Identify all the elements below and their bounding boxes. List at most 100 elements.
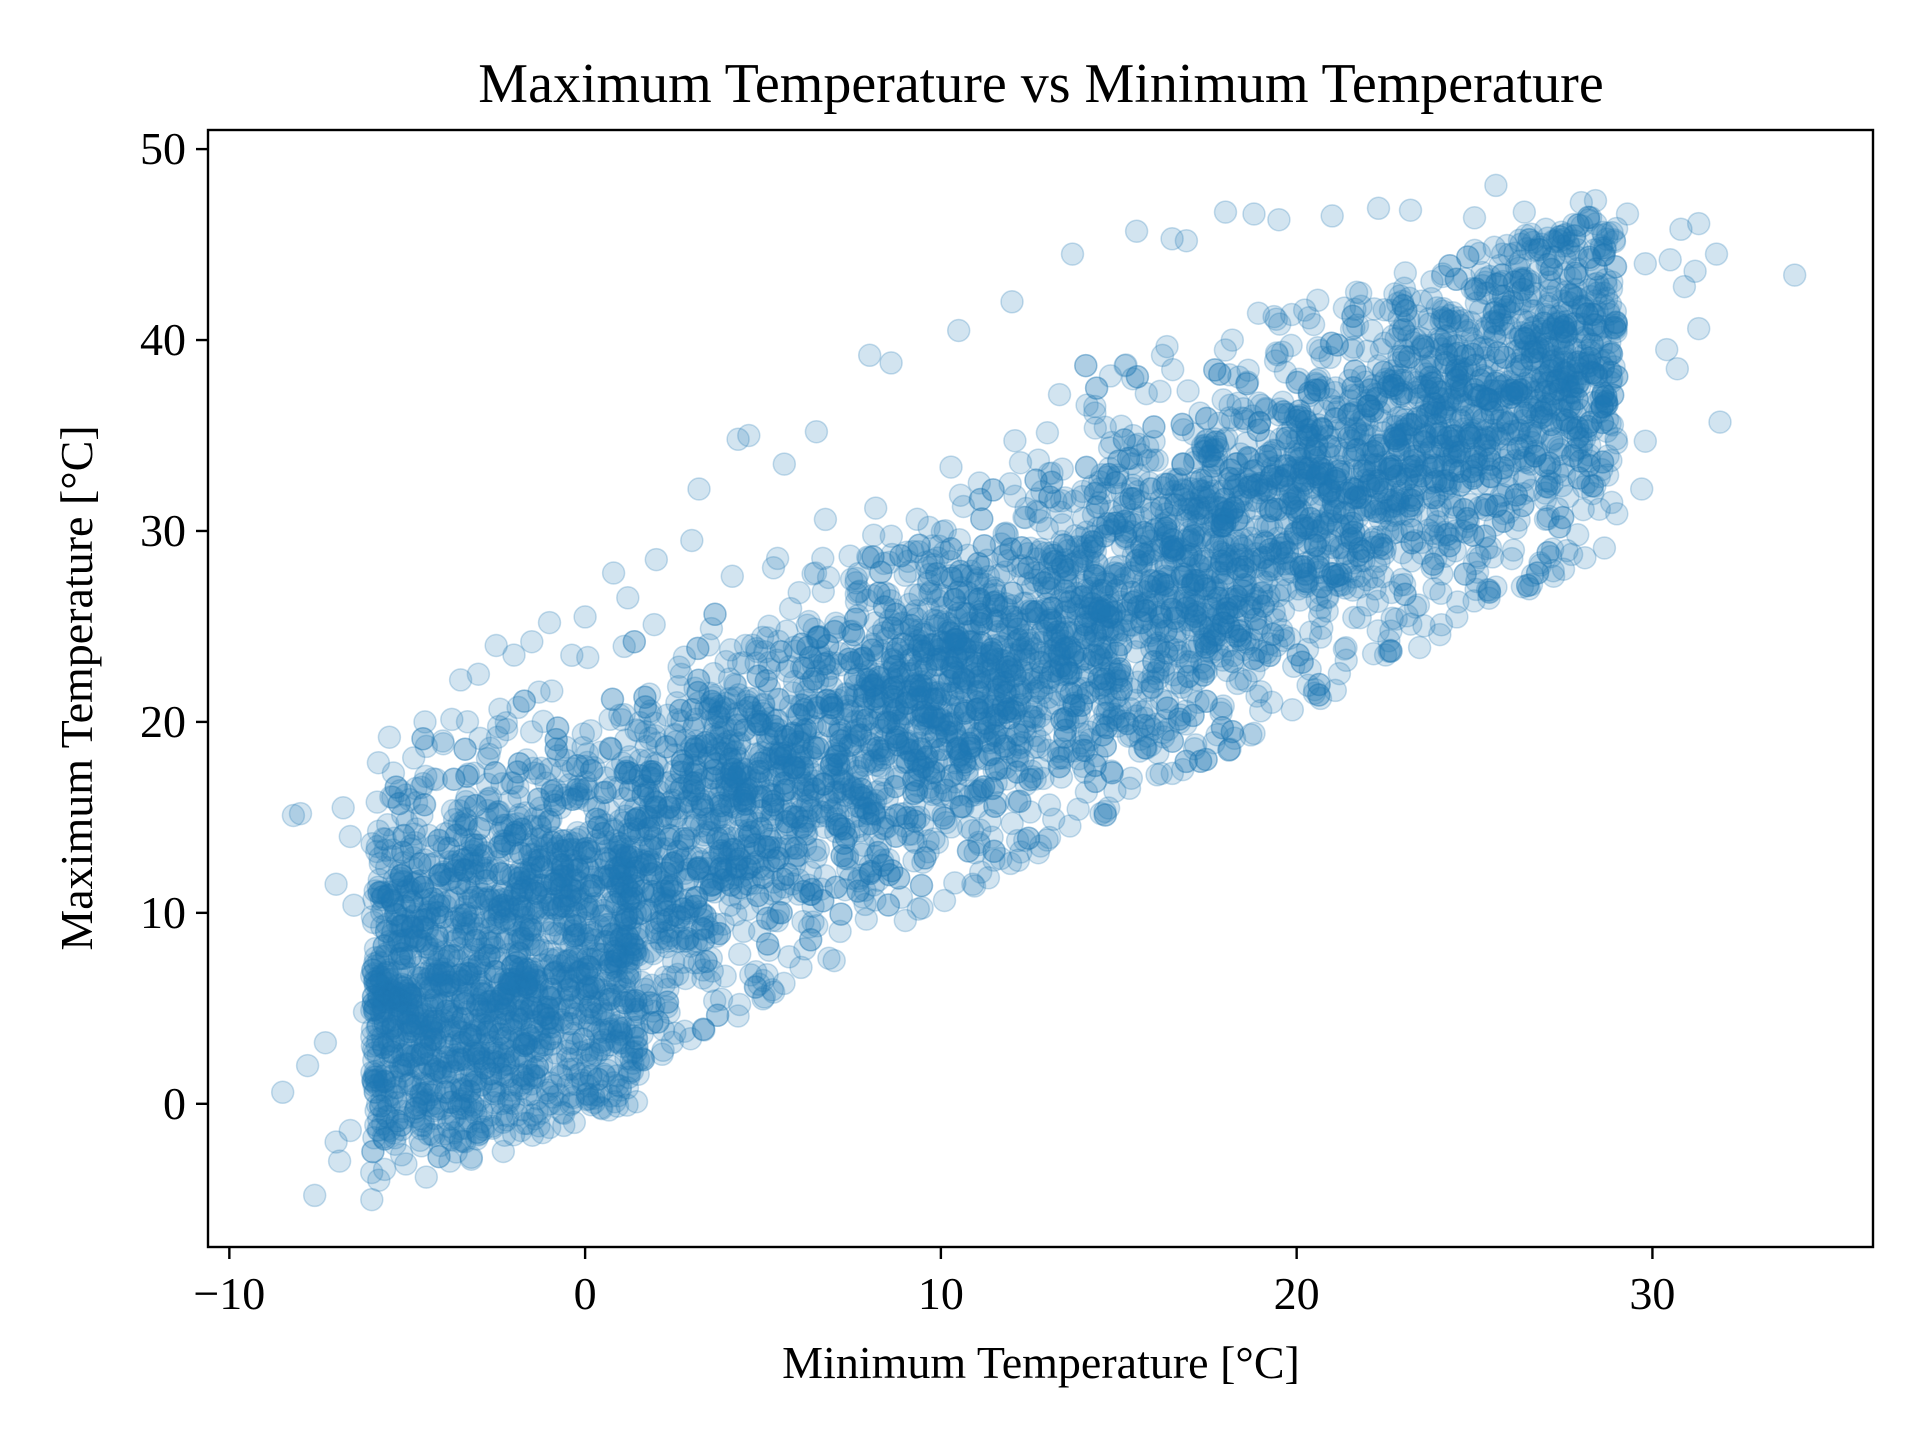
data-point: [529, 823, 554, 848]
data-point: [1343, 485, 1368, 509]
data-point: [1156, 634, 1181, 659]
data-point: [1202, 628, 1226, 653]
data-point: [1379, 580, 1404, 605]
data-point: [953, 752, 978, 777]
data-point: [529, 756, 554, 780]
data-point: [1476, 429, 1501, 454]
data-point: [945, 728, 970, 752]
data-point: [1177, 497, 1201, 521]
data-point: [943, 871, 967, 895]
data-point: [1268, 497, 1292, 522]
data-point: [440, 707, 464, 732]
data-point: [1380, 359, 1405, 383]
data-point: [960, 818, 985, 843]
data-point: [962, 619, 986, 643]
data-point: [612, 702, 636, 727]
data-point: [822, 619, 847, 644]
data-point: [717, 790, 742, 814]
data-point: [1343, 297, 1367, 322]
data-point: [1073, 622, 1098, 647]
data-point: [1067, 747, 1091, 771]
data-point: [1582, 272, 1606, 297]
data-point: [835, 694, 860, 718]
data-point: [886, 612, 911, 637]
data-point: [916, 736, 941, 761]
data-point: [1080, 651, 1104, 675]
data-point: [442, 924, 467, 948]
data-point: [1509, 266, 1534, 290]
data-point: [861, 523, 886, 547]
data-point: [904, 629, 928, 654]
data-point: [1013, 505, 1038, 530]
data-point: [1490, 358, 1514, 382]
data-point: [955, 580, 979, 605]
data-point: [474, 841, 498, 865]
data-point: [650, 804, 675, 828]
data-point: [1329, 536, 1353, 560]
data-point: [647, 779, 671, 804]
data-point: [1348, 605, 1372, 630]
data-point: [404, 790, 429, 815]
data-point: [1027, 563, 1052, 587]
data-point: [1529, 232, 1554, 257]
data-point: [1454, 520, 1479, 545]
data-point: [1551, 388, 1576, 413]
data-point: [427, 946, 451, 970]
data-point: [1528, 553, 1553, 577]
data-point: [1514, 403, 1539, 427]
data-point: [1232, 482, 1256, 506]
data-point: [1327, 454, 1351, 479]
data-point: [1281, 654, 1306, 679]
data-point: [1451, 373, 1476, 398]
data-point: [695, 915, 720, 939]
data-point: [1473, 365, 1498, 389]
data-point: [1183, 581, 1208, 606]
data-point: [905, 507, 929, 532]
data-point: [1140, 501, 1164, 525]
data-point: [870, 848, 895, 873]
data-point: [439, 1049, 463, 1073]
data-point: [826, 803, 850, 828]
data-point: [1058, 635, 1083, 660]
data-point: [1356, 593, 1380, 617]
data-point: [1205, 722, 1229, 747]
data-point: [1367, 500, 1391, 524]
data-point: [1192, 657, 1217, 681]
data-point: [1163, 620, 1187, 645]
data-point: [965, 690, 990, 715]
data-point: [1199, 512, 1224, 537]
data-point: [525, 969, 549, 993]
data-point: [582, 755, 606, 780]
data-point: [1316, 480, 1341, 505]
data-point: [409, 929, 433, 953]
data-point: [690, 907, 715, 932]
data-point: [1355, 413, 1379, 437]
data-point: [1369, 337, 1394, 362]
data-point: [887, 667, 911, 691]
data-point: [1600, 270, 1624, 294]
data-point: [745, 784, 770, 809]
data-point: [1407, 440, 1431, 464]
data-point: [1576, 354, 1600, 379]
data-point: [603, 840, 628, 865]
data-point: [1209, 496, 1234, 521]
data-point: [1163, 628, 1188, 652]
data-point: [1097, 651, 1122, 676]
data-point: [620, 835, 644, 860]
data-point: [862, 673, 886, 697]
data-point: [507, 802, 532, 827]
data-point: [943, 660, 968, 684]
data-point: [1341, 400, 1366, 425]
data-point: [493, 829, 517, 853]
data-point: [1347, 475, 1371, 499]
data-point: [1112, 494, 1136, 519]
data-point: [1096, 603, 1121, 628]
data-point: [563, 879, 588, 903]
data-point: [1498, 301, 1522, 325]
data-point: [465, 993, 490, 1017]
data-point: [759, 806, 783, 830]
data-point: [981, 706, 1006, 731]
data-point: [394, 1152, 418, 1176]
data-point: [1417, 312, 1442, 336]
data-point: [1174, 508, 1198, 533]
